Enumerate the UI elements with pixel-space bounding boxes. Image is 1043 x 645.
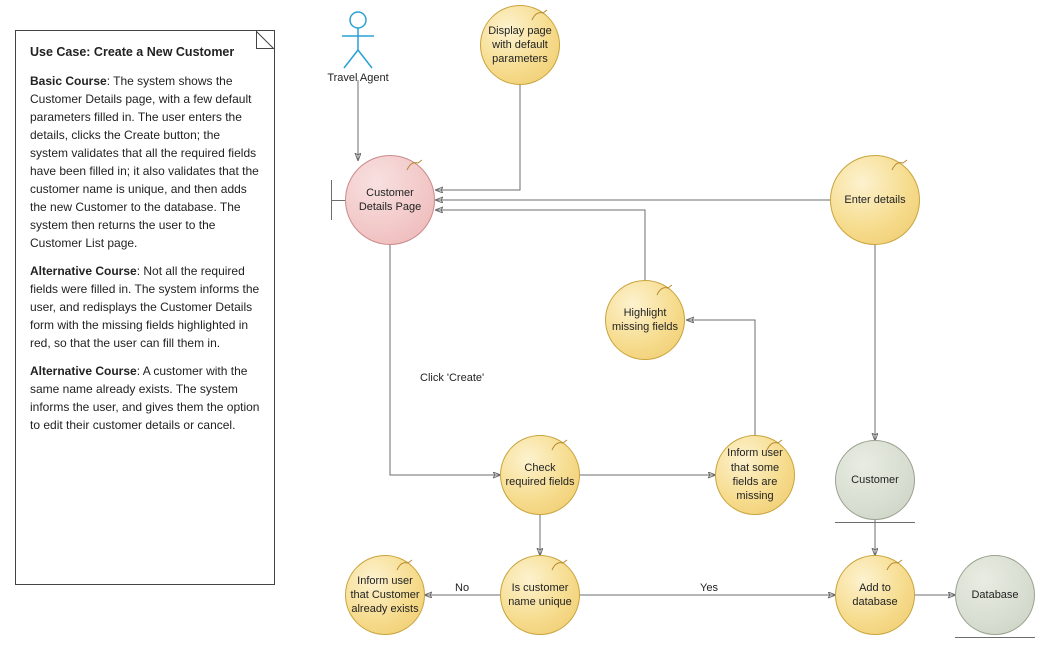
edge-label-no: No bbox=[455, 582, 469, 594]
node-check-required-fields: Check required fields bbox=[500, 435, 580, 515]
edge-label-yes: Yes bbox=[700, 582, 718, 594]
node-add-to-database: Add to database bbox=[835, 555, 915, 635]
entity-underline bbox=[835, 522, 915, 523]
node-customer-details-page: Customer Details Page bbox=[345, 155, 435, 245]
control-icon bbox=[551, 439, 569, 451]
control-icon bbox=[531, 9, 549, 21]
node-customer-entity: Customer bbox=[835, 440, 915, 520]
control-icon bbox=[891, 159, 909, 171]
control-icon bbox=[551, 559, 569, 571]
note-alt-course-1: Alternative Course: Not all the required… bbox=[30, 262, 260, 352]
edge-label-click-create: Click 'Create' bbox=[420, 372, 484, 384]
node-inform-exists: Inform user that Customer already exists bbox=[345, 555, 425, 635]
control-icon bbox=[396, 559, 414, 571]
actor-label: Travel Agent bbox=[326, 72, 390, 84]
note-alt-course-2: Alternative Course: A customer with the … bbox=[30, 362, 260, 434]
node-enter-details: Enter details bbox=[830, 155, 920, 245]
node-database-entity: Database bbox=[955, 555, 1035, 635]
node-display-page: Display page with default parameters bbox=[480, 5, 560, 85]
entity-underline bbox=[955, 637, 1035, 638]
node-name-unique: Is customer name unique bbox=[500, 555, 580, 635]
control-icon bbox=[406, 159, 424, 171]
boundary-icon bbox=[331, 180, 345, 220]
travel-agent-actor: Travel Agent bbox=[326, 10, 390, 84]
node-inform-missing: Inform user that some fields are missing bbox=[715, 435, 795, 515]
control-icon bbox=[886, 559, 904, 571]
use-case-note: Use Case: Create a New Customer Basic Co… bbox=[15, 30, 275, 585]
note-title: Use Case: Create a New Customer bbox=[30, 43, 260, 62]
note-basic-course: Basic Course: The system shows the Custo… bbox=[30, 72, 260, 252]
control-icon bbox=[656, 284, 674, 296]
node-highlight-missing: Highlight missing fields bbox=[605, 280, 685, 360]
